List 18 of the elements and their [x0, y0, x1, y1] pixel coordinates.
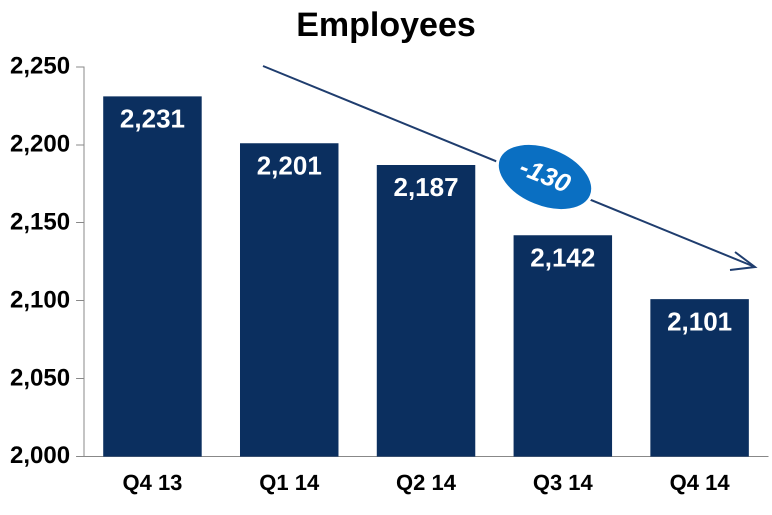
y-tick-label: 2,150 [10, 208, 70, 236]
x-tick-label: Q4 13 [122, 470, 182, 495]
x-tick-label: Q1 14 [259, 470, 320, 495]
data-label: 2,231 [120, 104, 185, 134]
x-tick-label: Q2 14 [396, 470, 457, 495]
data-label: 2,201 [256, 150, 322, 180]
x-tick-label: Q4 14 [670, 470, 730, 495]
data-label: 2,187 [393, 172, 459, 202]
y-tick-label: 2,050 [10, 364, 70, 392]
x-tick-label: Q3 14 [532, 470, 594, 495]
data-label: 2,142 [530, 242, 596, 272]
annotation: -130 [514, 150, 576, 201]
data-label: 2,101 [667, 306, 732, 336]
y-tick-label: 2,100 [10, 286, 70, 314]
y-tick-label: 2,000 [10, 442, 70, 470]
y-tick-label: 2,200 [10, 130, 70, 158]
chart-title: Employees [296, 6, 476, 44]
y-tick-label: 2,250 [10, 52, 70, 80]
